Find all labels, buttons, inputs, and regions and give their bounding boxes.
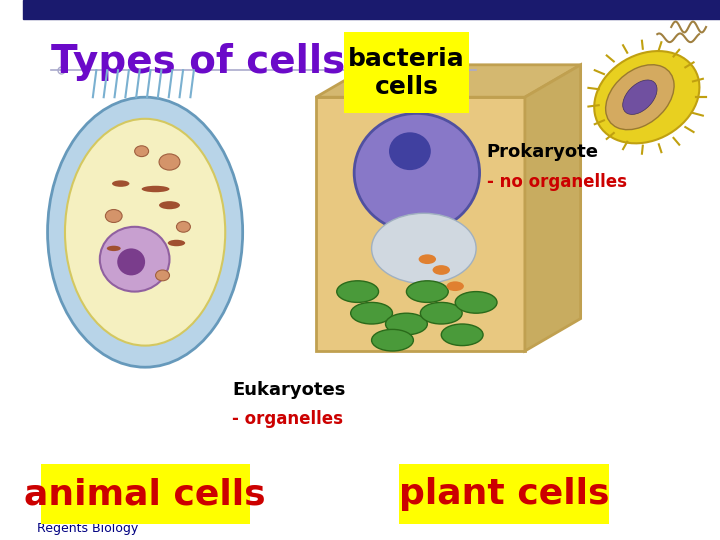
Ellipse shape — [372, 329, 413, 351]
Circle shape — [176, 221, 190, 232]
Text: Regents Biology: Regents Biology — [37, 522, 138, 535]
Ellipse shape — [606, 65, 674, 130]
Text: Prokaryote: Prokaryote — [487, 143, 598, 161]
Ellipse shape — [354, 113, 480, 232]
Polygon shape — [316, 65, 580, 97]
Text: bacteria
cells: bacteria cells — [348, 47, 465, 99]
Polygon shape — [525, 65, 580, 351]
Circle shape — [135, 146, 148, 157]
Ellipse shape — [48, 97, 243, 367]
Ellipse shape — [337, 281, 379, 302]
Text: - no organelles: - no organelles — [487, 173, 626, 191]
Text: Types of cells: Types of cells — [51, 43, 346, 81]
Ellipse shape — [420, 302, 462, 324]
Circle shape — [105, 210, 122, 222]
Ellipse shape — [351, 302, 392, 324]
Text: Eukaryotes: Eukaryotes — [233, 381, 346, 399]
Ellipse shape — [623, 80, 657, 114]
FancyBboxPatch shape — [23, 0, 720, 19]
Text: animal cells: animal cells — [24, 477, 266, 511]
Polygon shape — [316, 97, 525, 351]
Circle shape — [156, 270, 169, 281]
Ellipse shape — [65, 119, 225, 346]
Ellipse shape — [433, 265, 450, 275]
FancyBboxPatch shape — [400, 464, 608, 524]
Ellipse shape — [159, 201, 180, 209]
Ellipse shape — [389, 132, 431, 170]
Ellipse shape — [385, 313, 428, 335]
Circle shape — [159, 154, 180, 170]
FancyBboxPatch shape — [40, 464, 250, 524]
Text: - organelles: - organelles — [233, 410, 343, 428]
Ellipse shape — [594, 51, 699, 143]
Ellipse shape — [446, 281, 464, 291]
Ellipse shape — [455, 292, 497, 313]
Ellipse shape — [418, 254, 436, 264]
Ellipse shape — [107, 246, 121, 251]
Ellipse shape — [142, 186, 169, 192]
Ellipse shape — [117, 248, 145, 275]
Ellipse shape — [372, 213, 476, 284]
Ellipse shape — [112, 180, 130, 187]
Ellipse shape — [406, 281, 449, 302]
Ellipse shape — [168, 240, 185, 246]
Ellipse shape — [441, 324, 483, 346]
Ellipse shape — [100, 227, 169, 292]
FancyBboxPatch shape — [343, 32, 469, 113]
Text: plant cells: plant cells — [399, 477, 609, 511]
